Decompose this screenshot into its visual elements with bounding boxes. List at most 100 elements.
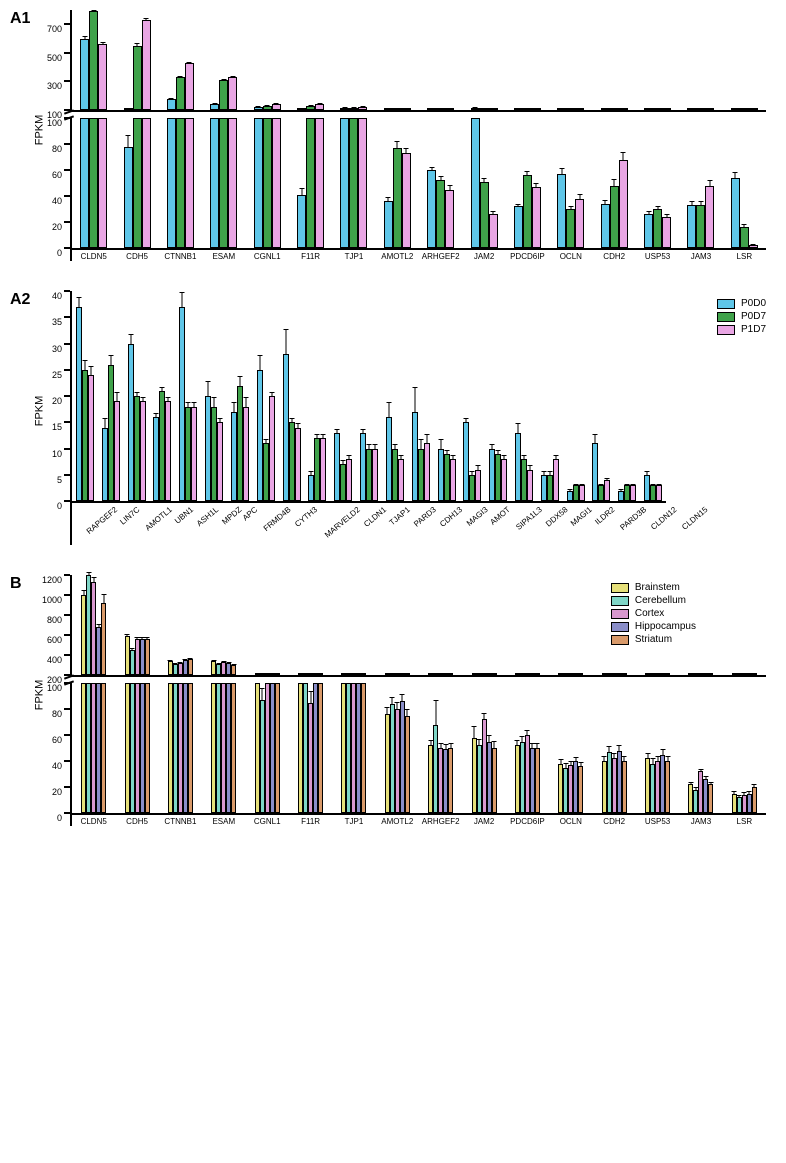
bar	[653, 209, 662, 248]
legend-swatch	[611, 635, 629, 645]
error-bar	[319, 103, 320, 105]
error-bar	[271, 392, 272, 397]
bar	[185, 63, 194, 110]
error-bar	[130, 334, 131, 345]
y-tick-label: 25	[52, 370, 62, 380]
bar-group	[253, 291, 279, 501]
error-bar	[705, 776, 706, 780]
bar	[436, 180, 445, 248]
y-tick-label: 80	[52, 709, 62, 719]
bar	[254, 118, 263, 248]
x-label: F11R	[289, 817, 332, 826]
bar-group	[289, 118, 332, 248]
x-label: CLDN5	[72, 817, 115, 826]
bar-group	[593, 10, 636, 110]
bar	[601, 204, 610, 248]
error-bar	[103, 594, 104, 604]
bar	[176, 118, 185, 248]
error-bar	[734, 791, 735, 795]
bar	[696, 205, 705, 248]
bar-group	[72, 10, 115, 110]
bar	[80, 118, 89, 248]
y-tick-label: 0	[57, 248, 62, 258]
bar	[619, 108, 628, 110]
error-bar	[310, 691, 311, 704]
bar-group	[563, 291, 589, 501]
error-bar	[619, 745, 620, 752]
error-bar	[397, 141, 398, 149]
legend-label: Hippocampus	[635, 621, 696, 632]
error-bar	[214, 397, 215, 408]
y-tick-label: 20	[52, 222, 62, 232]
bar-group	[202, 683, 245, 813]
y-tick-label: 20	[52, 787, 62, 797]
y-tick-label: 700	[47, 24, 62, 34]
bar-group	[511, 291, 537, 501]
error-bar	[142, 397, 143, 402]
bar	[272, 104, 281, 110]
bar-group	[332, 10, 375, 110]
bar	[210, 118, 219, 248]
error-bar	[259, 355, 260, 371]
bar-group	[332, 118, 375, 248]
y-tick-label: 100	[47, 118, 62, 128]
bar	[448, 673, 453, 675]
panel-a2-xlabels: RAPGEF2LIN7CAMOTL1UBN1ASH1LMPDZAPCFRMD4B…	[72, 505, 666, 545]
legend-label: Cerebellum	[635, 595, 686, 606]
error-bar	[575, 757, 576, 762]
y-tick-label: 0	[57, 501, 62, 511]
x-label: JAM2	[462, 817, 505, 826]
x-label: CTNNB1	[159, 252, 202, 261]
y-tick	[64, 80, 70, 82]
bar-group	[115, 118, 158, 248]
error-bar	[735, 172, 736, 179]
bar	[527, 470, 533, 502]
bar	[630, 485, 636, 501]
bar-group	[593, 683, 636, 813]
bar-group	[549, 118, 592, 248]
error-bar	[555, 455, 556, 460]
bar-group	[332, 575, 375, 675]
bar	[101, 603, 106, 675]
error-bar	[406, 148, 407, 155]
x-label: PDCD6IP	[506, 252, 549, 261]
bar	[601, 108, 610, 110]
bar	[145, 683, 150, 813]
error-bar	[362, 106, 363, 108]
bar	[340, 108, 349, 110]
bar-group	[201, 291, 227, 501]
error-bar	[498, 450, 499, 455]
error-bar	[430, 740, 431, 747]
error-bar	[137, 637, 138, 640]
error-bar	[560, 759, 561, 764]
bar	[306, 106, 315, 110]
bar	[142, 20, 151, 110]
panel-b-lower-axis: 020406080100	[72, 683, 766, 815]
bar-group	[304, 291, 330, 501]
error-bar	[180, 662, 181, 664]
error-bar	[614, 753, 615, 760]
error-bar	[394, 444, 395, 449]
error-bar	[102, 42, 103, 46]
y-tick-label: 35	[52, 317, 62, 327]
error-bar	[194, 402, 195, 407]
error-bar	[537, 743, 538, 750]
bar-group	[462, 683, 505, 813]
bar	[372, 449, 378, 502]
bar-group	[202, 10, 245, 110]
error-bar	[522, 736, 523, 743]
bar-group	[246, 683, 289, 813]
error-bar	[595, 434, 596, 445]
error-bar	[137, 43, 138, 47]
bar	[532, 108, 541, 110]
error-bar	[116, 392, 117, 403]
bar-group	[679, 10, 722, 110]
x-label: PDCD6IP	[506, 817, 549, 826]
bar-group	[159, 575, 202, 675]
panel-a1-chart: 100300500700 020406080100 CLDN5CDH5CTNNB…	[70, 10, 766, 261]
legend-label: P0D7	[741, 311, 766, 322]
bars-row	[72, 291, 666, 501]
legend-label: P0D0	[741, 298, 766, 309]
bar-group	[419, 683, 462, 813]
error-bar	[440, 743, 441, 750]
